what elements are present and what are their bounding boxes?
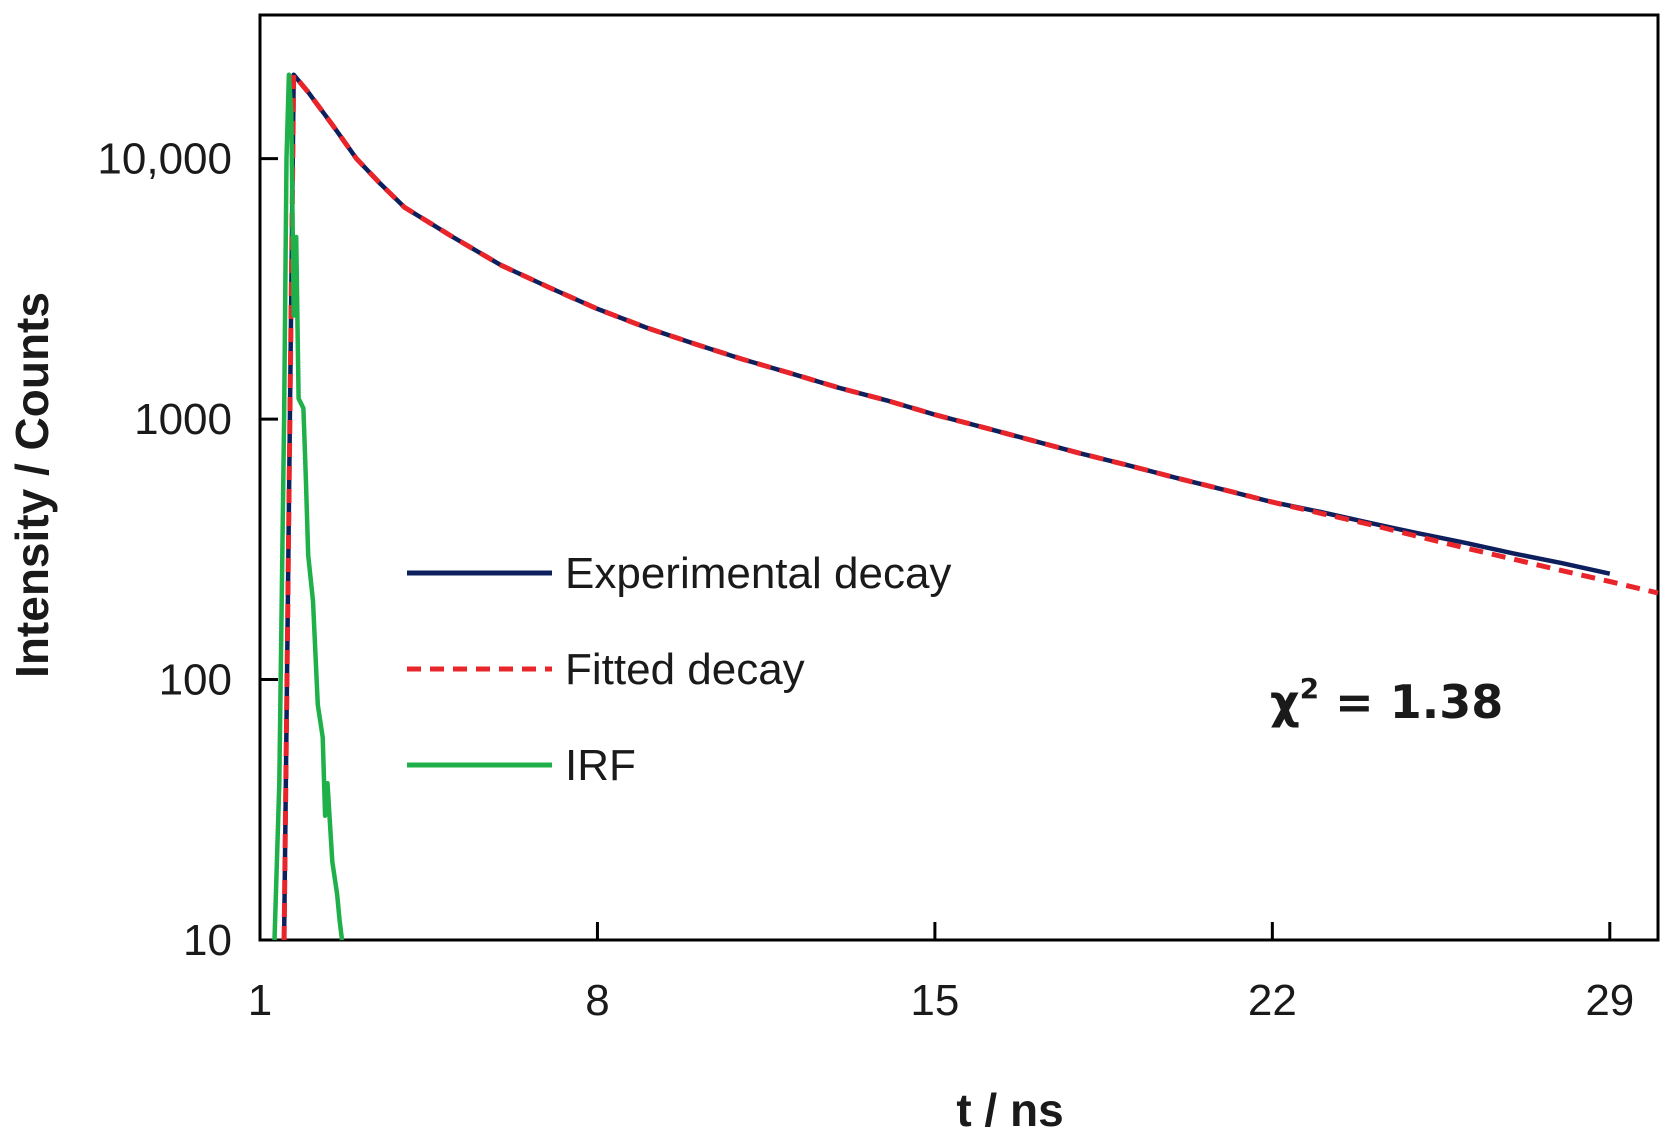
x-tick-label: 29 [1585, 976, 1634, 1025]
chi-square-annotation: χ2 = 1.38 [1270, 672, 1503, 729]
y-tick-label: 10,000 [97, 135, 232, 184]
series-line-fitted-decay [281, 72, 1659, 941]
y-tick-label: 1000 [134, 395, 232, 444]
y-tick-label: 100 [159, 656, 232, 705]
series-line-experimental-decay [281, 72, 1611, 941]
legend-label-fitted: Fitted decay [565, 645, 805, 694]
y-tick-label: 10 [183, 916, 232, 965]
y-axis-title: Intensity / Counts [6, 292, 58, 678]
legend: Experimental decay Fitted decay IRF [407, 549, 951, 790]
legend-label-irf: IRF [565, 741, 636, 790]
x-tick-label: 1 [248, 976, 272, 1025]
series-line-irf [272, 72, 345, 941]
x-tick-label: 15 [910, 976, 959, 1025]
x-tick-label: 8 [585, 976, 609, 1025]
x-axis-title: t / ns [956, 1084, 1063, 1136]
series-layer [272, 72, 1659, 941]
chi-symbol: χ [1270, 675, 1300, 729]
x-ticks: 1 8 15 22 29 [248, 922, 1634, 1025]
chi-value: = 1.38 [1319, 675, 1503, 729]
y-ticks: 10 100 1000 10,000 [97, 135, 278, 965]
chi-exponent: 2 [1300, 672, 1319, 705]
legend-label-experimental: Experimental decay [565, 549, 951, 598]
plot-frame [258, 13, 1660, 942]
x-tick-label: 22 [1248, 976, 1297, 1025]
